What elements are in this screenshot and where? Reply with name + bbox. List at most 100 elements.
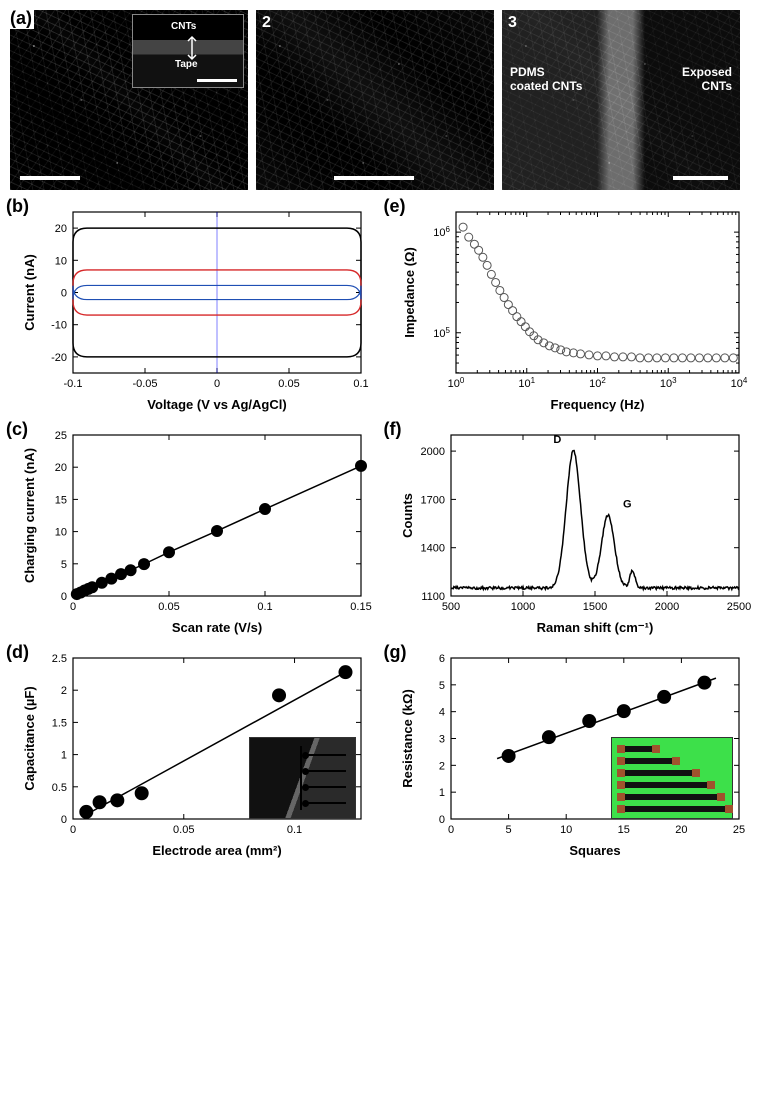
svg-text:0: 0 (70, 824, 76, 836)
panel-f-label: (f) (384, 419, 402, 440)
svg-text:15: 15 (55, 494, 67, 506)
svg-text:Frequency (Hz): Frequency (Hz) (550, 397, 644, 412)
svg-text:Electrode area (mm²): Electrode area (mm²) (152, 843, 281, 858)
svg-text:103: 103 (659, 376, 676, 391)
panel-g-label: (g) (384, 642, 407, 663)
svg-text:3: 3 (438, 734, 444, 746)
sem-2-number: 2 (262, 14, 271, 32)
svg-text:-0.05: -0.05 (132, 378, 157, 390)
sem-image-2: 2 (256, 10, 494, 190)
svg-text:10: 10 (560, 824, 572, 836)
svg-text:0: 0 (61, 288, 67, 300)
svg-text:1000: 1000 (510, 601, 534, 613)
svg-text:2: 2 (438, 760, 444, 772)
svg-text:100: 100 (447, 376, 464, 391)
svg-text:2: 2 (61, 685, 67, 697)
sem-2-scalebar (334, 176, 414, 180)
svg-text:5: 5 (505, 824, 511, 836)
panel-d: (d) 00.050.100.511.522.5Electrode area (… (10, 646, 374, 861)
svg-text:15: 15 (617, 824, 629, 836)
svg-text:0.05: 0.05 (278, 378, 299, 390)
svg-text:Capacitance (µF): Capacitance (µF) (22, 686, 37, 790)
svg-text:Resistance (kΩ): Resistance (kΩ) (400, 689, 415, 788)
svg-text:1400: 1400 (420, 543, 444, 555)
svg-text:5: 5 (438, 680, 444, 692)
svg-text:Counts: Counts (400, 493, 415, 538)
svg-text:Squares: Squares (569, 843, 620, 858)
chart-grid: (b) -0.1-0.0500.050.1-20-1001020Voltage … (10, 200, 751, 861)
svg-text:25: 25 (732, 824, 744, 836)
panel-g: (g) 05101520250123456SquaresResistance (… (388, 646, 752, 861)
sem-1-inset: CNTs Tape (132, 14, 244, 88)
svg-text:0: 0 (447, 824, 453, 836)
svg-text:0: 0 (214, 378, 220, 390)
panel-c: (c) 00.050.10.150510152025Scan rate (V/s… (10, 423, 374, 638)
inset-label-tape: Tape (175, 59, 198, 70)
inset-arrow-icon (185, 35, 199, 61)
svg-text:0.15: 0.15 (350, 601, 371, 613)
svg-text:6: 6 (438, 653, 444, 665)
svg-text:Current (nA): Current (nA) (22, 254, 37, 331)
inset-scalebar (197, 79, 237, 82)
panel-c-label: (c) (6, 419, 28, 440)
svg-text:2000: 2000 (654, 601, 678, 613)
sem-3-number: 3 (508, 14, 517, 32)
svg-text:106: 106 (433, 225, 450, 240)
svg-text:-20: -20 (51, 352, 67, 364)
panel-d-inset-image (249, 737, 356, 819)
panel-a-row: (a) 1 CNTs Tape 2 3 (10, 10, 751, 190)
svg-text:Scan rate (V/s): Scan rate (V/s) (172, 620, 262, 635)
svg-text:20: 20 (675, 824, 687, 836)
svg-text:Impedance (Ω): Impedance (Ω) (402, 247, 417, 338)
svg-text:0.1: 0.1 (287, 824, 302, 836)
cv-chart: -0.1-0.0500.050.1-20-1001020Voltage (V v… (18, 200, 373, 415)
svg-text:0.05: 0.05 (173, 824, 194, 836)
sem-3-annot-left: PDMS coated CNTs (510, 65, 582, 94)
svg-text:1700: 1700 (420, 494, 444, 506)
svg-text:1: 1 (61, 750, 67, 762)
svg-text:-10: -10 (51, 320, 67, 332)
svg-text:0.05: 0.05 (158, 601, 179, 613)
panel-d-label: (d) (6, 642, 29, 663)
svg-text:0: 0 (61, 591, 67, 603)
svg-text:10: 10 (55, 527, 67, 539)
svg-text:2500: 2500 (726, 601, 750, 613)
svg-text:0: 0 (61, 814, 67, 826)
panel-a-label: (a) (8, 8, 34, 29)
inset-label-cnts: CNTs (171, 21, 196, 32)
svg-text:101: 101 (518, 376, 535, 391)
sem-1-scalebar (20, 176, 80, 180)
svg-text:5: 5 (61, 559, 67, 571)
sem-image-3: 3 PDMS coated CNTs Exposed CNTs (502, 10, 740, 190)
svg-text:D: D (553, 434, 561, 446)
svg-text:0: 0 (70, 601, 76, 613)
svg-text:-0.1: -0.1 (64, 378, 83, 390)
svg-text:Voltage (V vs Ag/AgCl): Voltage (V vs Ag/AgCl) (147, 397, 286, 412)
raman-chart: 50010001500200025001100140017002000Raman… (396, 423, 751, 638)
svg-text:0.1: 0.1 (353, 378, 368, 390)
charging-current-chart: 0 0.05 0.1 0.15 0 5 10 15 20 25 Scan rate (V/s) Cha… (18, 423, 373, 638)
svg-text:1: 1 (438, 787, 444, 799)
panel-b: (b) -0.1-0.0500.050.1-20-1001020Voltage … (10, 200, 374, 415)
svg-text:0.5: 0.5 (52, 782, 67, 794)
svg-text:Charging current (nA): Charging current (nA) (22, 448, 37, 583)
svg-text:25: 25 (55, 430, 67, 442)
sem-3-annot-right: Exposed CNTs (682, 65, 732, 94)
panel-e: (e) 100101102103104105106Frequency (Hz)I… (388, 200, 752, 415)
svg-text:20: 20 (55, 462, 67, 474)
sem-3-scalebar (673, 176, 728, 180)
svg-text:4: 4 (438, 707, 444, 719)
panel-e-label: (e) (384, 196, 406, 217)
svg-text:0: 0 (438, 814, 444, 826)
svg-text:105: 105 (433, 325, 450, 340)
svg-text:2000: 2000 (420, 446, 444, 458)
svg-text:G: G (622, 499, 631, 511)
svg-text:1100: 1100 (421, 591, 445, 603)
svg-text:104: 104 (730, 376, 747, 391)
svg-text:Raman shift (cm⁻¹): Raman shift (cm⁻¹) (536, 620, 653, 635)
panel-g-inset-image (611, 737, 733, 819)
svg-text:0.1: 0.1 (257, 601, 272, 613)
svg-text:10: 10 (55, 255, 67, 267)
sem-image-1: 1 CNTs Tape (10, 10, 248, 190)
panel-b-label: (b) (6, 196, 29, 217)
